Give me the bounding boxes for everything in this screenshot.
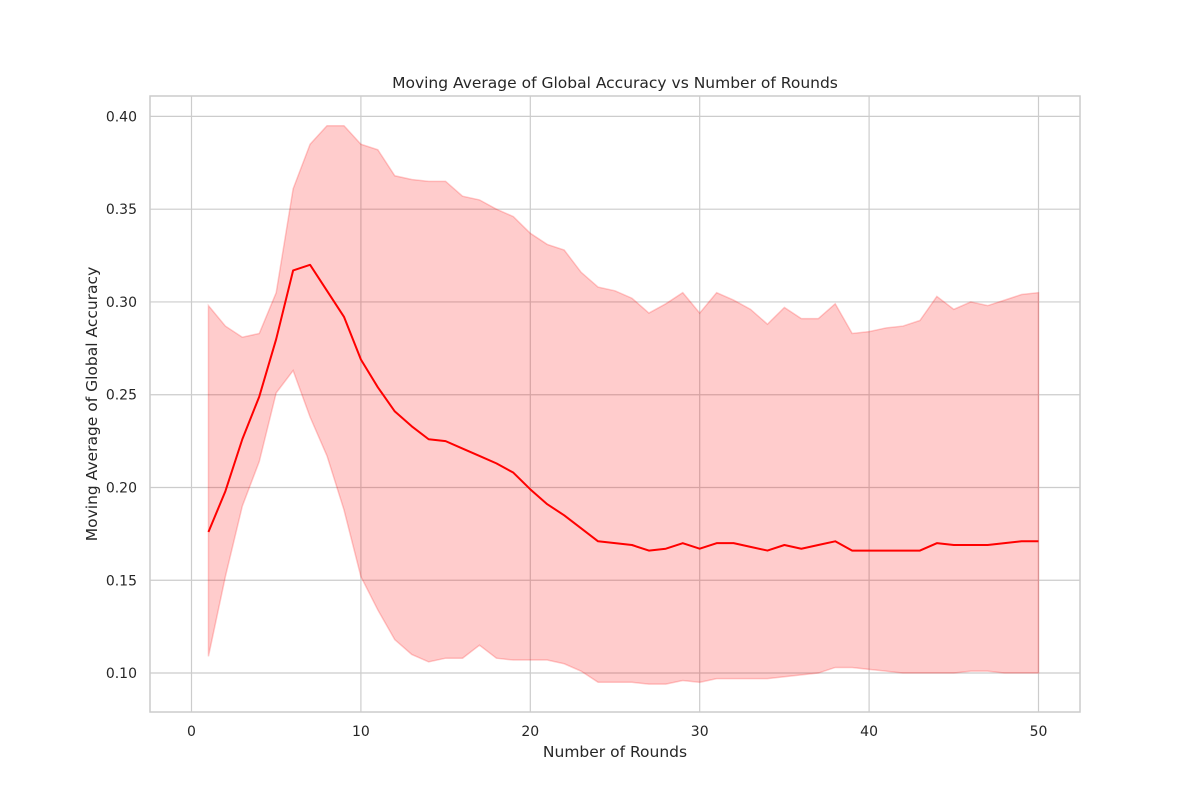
x-tick-label: 30 [691, 724, 709, 740]
y-tick-label: 0.15 [106, 573, 137, 589]
confidence-band [207, 124, 1040, 685]
grid [150, 96, 1080, 712]
y-tick-label: 0.25 [106, 388, 137, 404]
y-axis-label: Moving Average of Global Accuracy [83, 267, 101, 542]
x-tick-label: 0 [187, 724, 196, 740]
y-tick-label: 0.20 [106, 480, 137, 496]
plot-frame [149, 95, 1081, 713]
x-tick-label: 40 [860, 724, 878, 740]
x-tick-label: 20 [521, 724, 539, 740]
y-tick-label: 0.40 [106, 109, 137, 125]
mean-accuracy-line [207, 263, 1039, 552]
y-tick-label: 0.30 [106, 295, 137, 311]
y-tick-labels: 0.10 0.15 0.20 0.25 0.30 0.35 0.40 [106, 109, 137, 682]
chart-title: Moving Average of Global Accuracy vs Num… [392, 74, 838, 92]
confidence-band-layer [207, 124, 1040, 685]
x-tick-label: 50 [1030, 724, 1048, 740]
x-tick-labels: 0 10 20 30 40 50 [187, 724, 1047, 740]
mean-line-layer [207, 263, 1039, 552]
y-tick-label: 0.10 [106, 666, 137, 682]
x-tick-label: 10 [352, 724, 370, 740]
x-axis-label: Number of Rounds [543, 743, 687, 761]
y-tick-label: 0.35 [106, 202, 137, 218]
